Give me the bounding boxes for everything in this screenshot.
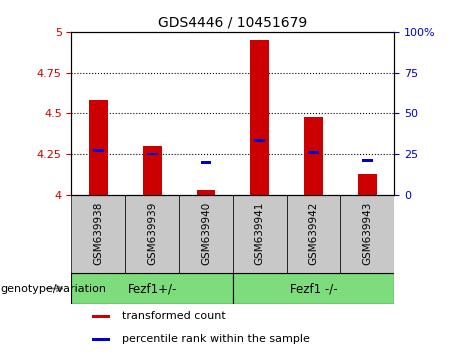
Title: GDS4446 / 10451679: GDS4446 / 10451679 (158, 15, 307, 29)
Text: GSM639943: GSM639943 (362, 202, 372, 266)
Bar (287, 195, 340, 273)
Text: GSM639939: GSM639939 (147, 202, 157, 266)
Bar (308, 151, 319, 154)
Text: Fezf1 -/-: Fezf1 -/- (290, 282, 337, 295)
Bar (201, 161, 211, 164)
Text: transformed count: transformed count (122, 311, 226, 321)
Bar (233, 195, 287, 273)
Bar (362, 159, 372, 162)
Text: genotype/variation: genotype/variation (0, 284, 106, 293)
Bar (196, 190, 215, 195)
Bar (147, 153, 158, 155)
Text: percentile rank within the sample: percentile rank within the sample (122, 334, 310, 344)
Bar (89, 100, 108, 195)
Bar (340, 195, 394, 273)
Bar (233, 273, 394, 304)
Bar (93, 149, 104, 152)
Text: Fezf1+/-: Fezf1+/- (127, 282, 177, 295)
Bar (71, 273, 233, 304)
Bar (125, 195, 179, 273)
Text: GSM639941: GSM639941 (254, 202, 265, 266)
Bar (304, 116, 323, 195)
Bar (92, 338, 110, 341)
Bar (358, 173, 377, 195)
Bar (179, 195, 233, 273)
Text: GSM639940: GSM639940 (201, 202, 211, 265)
Bar (143, 146, 161, 195)
Text: GSM639942: GSM639942 (308, 202, 319, 266)
Text: GSM639938: GSM639938 (93, 202, 103, 266)
Bar (92, 315, 110, 318)
Bar (254, 139, 265, 142)
Bar (250, 40, 269, 195)
Bar (71, 195, 125, 273)
